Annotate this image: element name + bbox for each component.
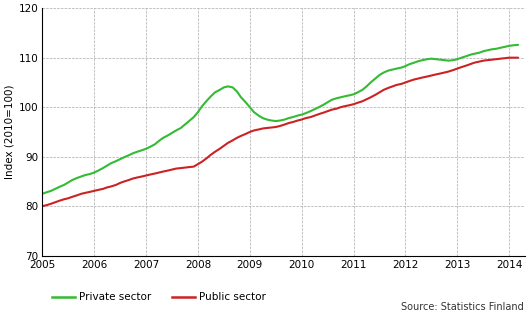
Public sector [160, 170, 166, 174]
Public sector [216, 147, 223, 151]
Public sector [147, 173, 153, 176]
Public sector [497, 57, 504, 60]
Public sector [506, 56, 513, 60]
Public sector [260, 127, 266, 130]
Private sector [216, 88, 223, 92]
Private sector [260, 116, 266, 120]
Private sector [39, 192, 45, 196]
Private sector [147, 145, 153, 149]
Public sector [39, 204, 45, 208]
Private sector [497, 46, 504, 50]
Legend: Private sector, Public sector: Private sector, Public sector [48, 288, 270, 306]
Public sector [515, 56, 521, 60]
Text: Source: Statistics Finland: Source: Statistics Finland [401, 302, 524, 312]
Public sector [316, 112, 322, 116]
Y-axis label: Index (2010=100): Index (2010=100) [4, 85, 14, 179]
Private sector [160, 136, 166, 140]
Line: Public sector: Public sector [42, 58, 518, 206]
Line: Private sector: Private sector [42, 45, 518, 194]
Private sector [515, 43, 521, 47]
Private sector [316, 105, 322, 109]
